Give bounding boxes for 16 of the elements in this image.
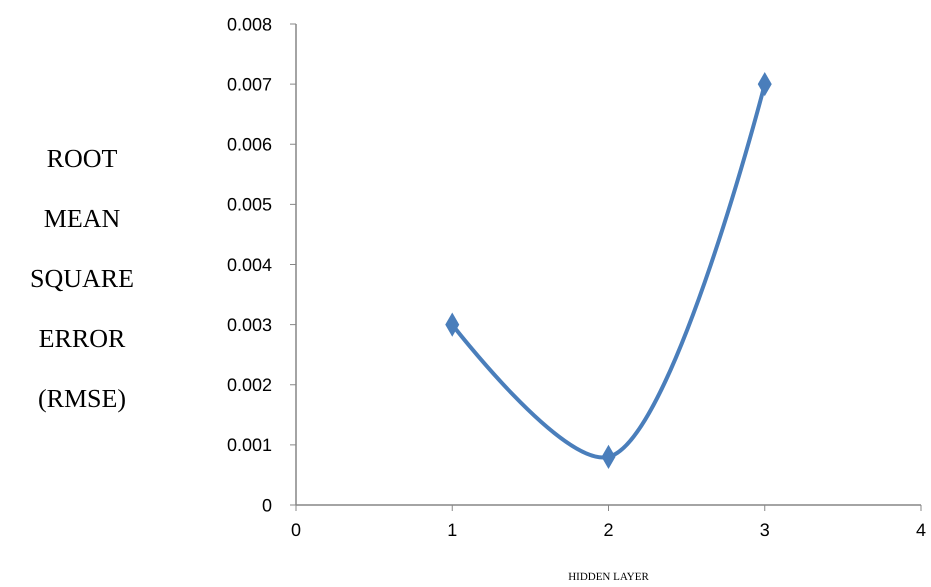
- y-tick-label: 0.005: [226, 194, 272, 215]
- y-tick-label: 0.002: [226, 375, 272, 396]
- x-axis-title: HIDDEN LAYER: [568, 571, 650, 583]
- x-tick-label: 2: [603, 520, 614, 540]
- y-tick-label: 0.007: [226, 74, 272, 94]
- y-tick-label: 0.001: [226, 435, 272, 456]
- x-tick-label: 1: [447, 520, 458, 540]
- y-tick-label: 0: [262, 495, 272, 516]
- y-axis-title: ROOT MEAN SQUARE ERROR (RMSE): [30, 144, 134, 413]
- x-tick-label: 0: [290, 520, 302, 540]
- x-tick-label: 3: [760, 520, 770, 540]
- y-tick-label: 0.004: [226, 254, 272, 275]
- y-tick-label: 0.008: [226, 14, 272, 34]
- y-tick-label: 0.003: [226, 314, 272, 335]
- y-tick-label: 0.006: [226, 134, 272, 155]
- x-tick-label: 4: [916, 520, 926, 540]
